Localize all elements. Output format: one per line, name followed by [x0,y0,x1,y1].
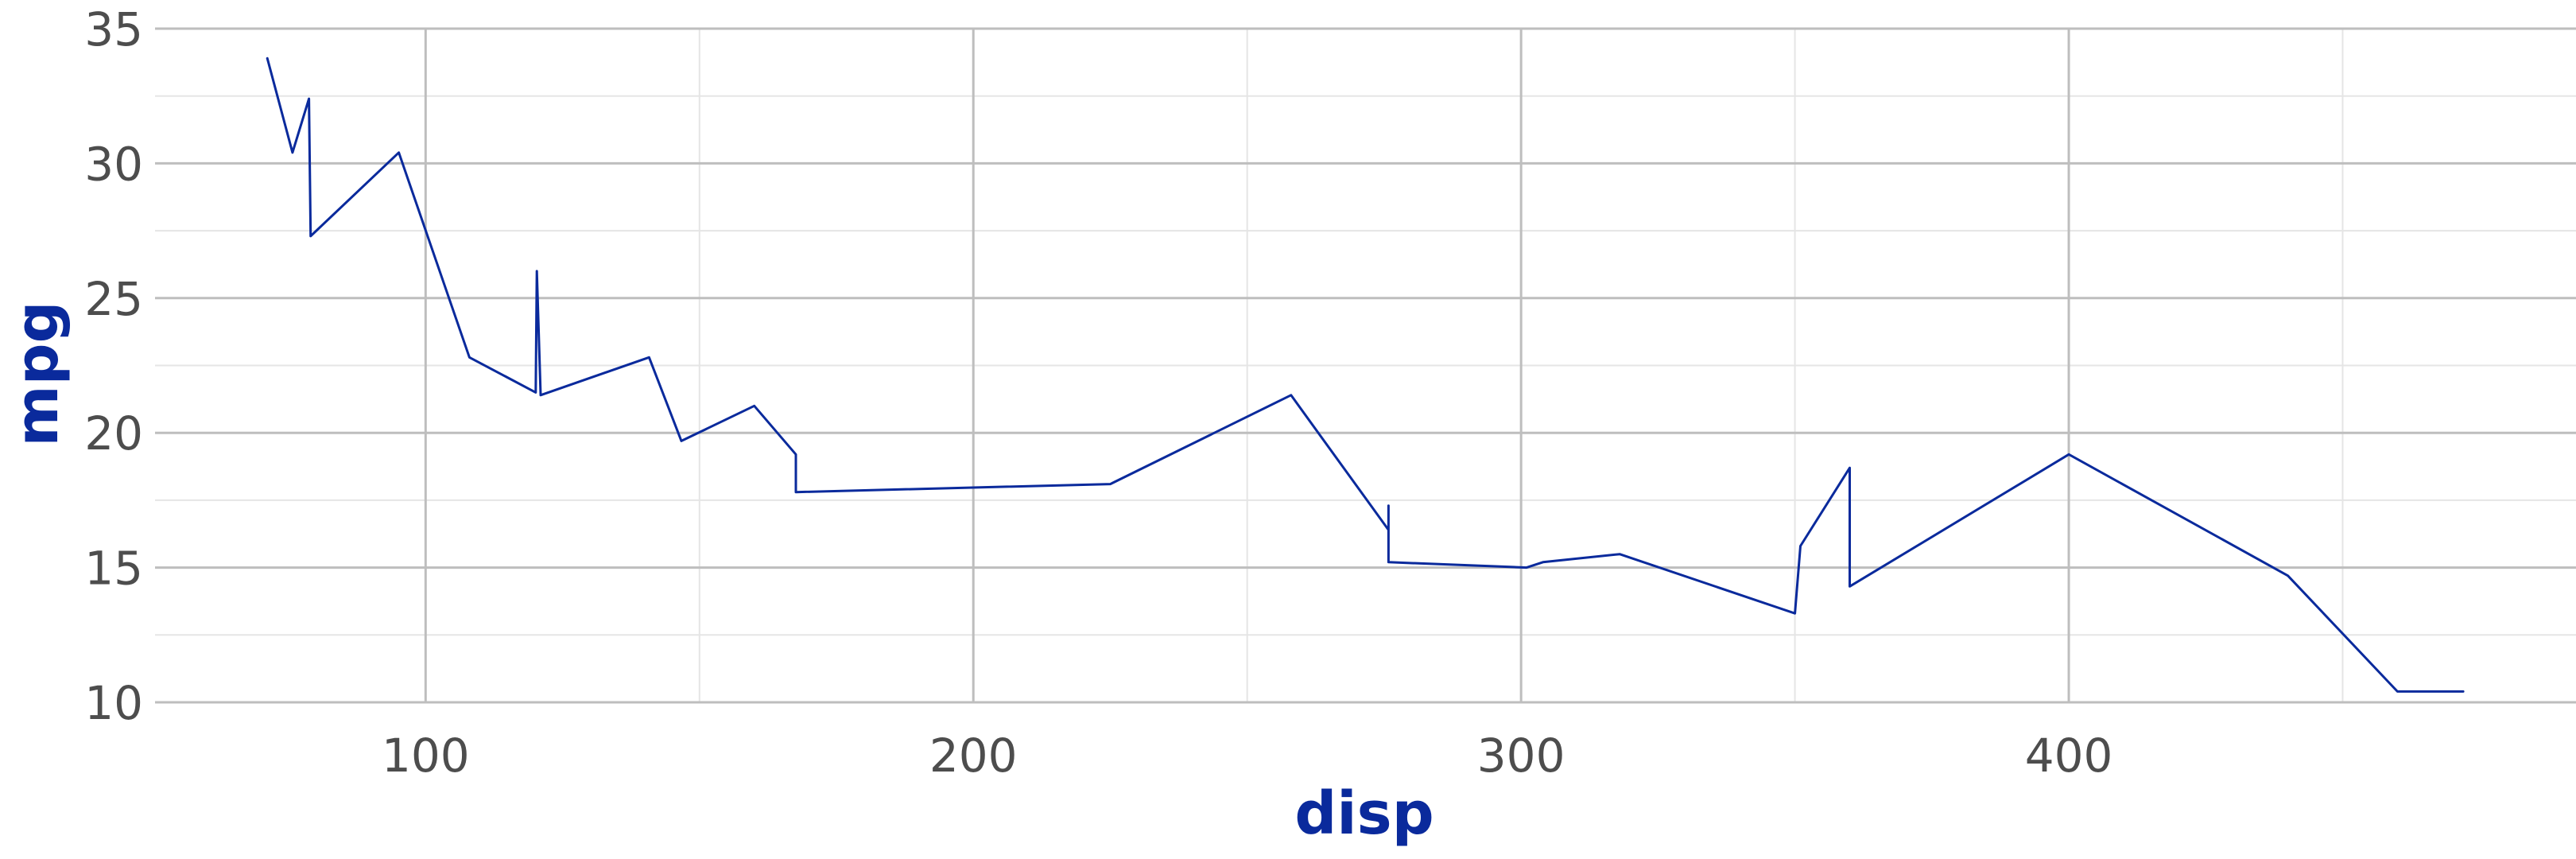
y-tick-label: 30 [84,137,143,191]
x-axis-tick-labels: 100 200 300 400 [382,729,2112,783]
y-tick-label: 35 [84,2,143,56]
x-tick-label: 400 [2025,729,2113,783]
data-series [266,56,2465,693]
major-gridlines [155,27,2576,704]
x-tick-label: 300 [1477,729,1565,783]
y-tick-label: 10 [84,676,143,730]
y-tick-label: 25 [84,272,143,326]
series-line [266,56,2465,693]
minor-gridlines [155,29,2576,702]
y-axis-title: mpg [3,301,72,446]
x-tick-label: 200 [929,729,1018,783]
y-tick-label: 15 [84,542,143,596]
y-tick-label: 20 [84,406,143,461]
y-axis-tick-labels: 10 15 20 25 30 35 [84,2,143,730]
x-tick-label: 100 [382,729,470,783]
x-axis-title: disp [1294,779,1433,848]
